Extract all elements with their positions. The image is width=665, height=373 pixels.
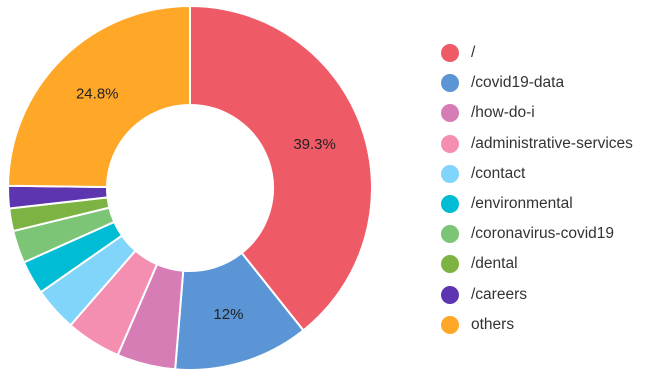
legend-item-dental[interactable]: /dental — [441, 249, 633, 279]
legend-label: others — [471, 315, 515, 333]
legend-item-root[interactable]: / — [441, 38, 633, 68]
slice-label-covid19-data: 12% — [213, 306, 243, 323]
legend-item-careers[interactable]: /careers — [441, 280, 633, 310]
legend-label: /how-do-i — [471, 104, 535, 122]
legend-label: / — [471, 44, 476, 62]
legend-swatch — [441, 315, 459, 334]
legend-label: /administrative-services — [471, 134, 633, 152]
legend-item-how-do-i[interactable]: /how-do-i — [441, 98, 633, 128]
legend-label: /dental — [471, 255, 518, 273]
legend-label: /covid19-data — [471, 74, 565, 92]
legend-label: /environmental — [471, 195, 573, 213]
legend-item-covid19-data[interactable]: /covid19-data — [441, 68, 633, 98]
slice-root[interactable] — [189, 4, 373, 332]
legend-swatch — [441, 195, 459, 214]
donut-svg: 39.3% 12% 24.8% — [7, 4, 373, 371]
legend-item-coronavirus-covid19[interactable]: /coronavirus-covid19 — [441, 219, 633, 249]
legend: / /covid19-data/how-do-i/administrative-s… — [441, 38, 633, 340]
legend-swatch — [441, 44, 459, 63]
legend-item-administrative-services[interactable]: /administrative-services — [441, 129, 633, 159]
legend-swatch — [441, 134, 459, 153]
legend-label: /contact — [471, 164, 526, 182]
legend-swatch — [441, 285, 459, 304]
legend-label: /coronavirus-covid19 — [471, 225, 615, 243]
legend-item-contact[interactable]: /contact — [441, 159, 633, 189]
legend-swatch — [441, 104, 459, 123]
legend-swatch — [441, 164, 459, 183]
legend-item-environmental[interactable]: /environmental — [441, 189, 633, 219]
legend-swatch — [441, 225, 459, 244]
slice-others[interactable] — [7, 4, 191, 188]
legend-label: /careers — [471, 285, 527, 303]
legend-swatch — [441, 74, 459, 93]
slice-label-others: 24.8% — [76, 86, 119, 103]
slice-label-root: 39.3% — [293, 136, 336, 153]
legend-item-others[interactable]: others — [441, 310, 633, 340]
legend-swatch — [441, 255, 459, 274]
